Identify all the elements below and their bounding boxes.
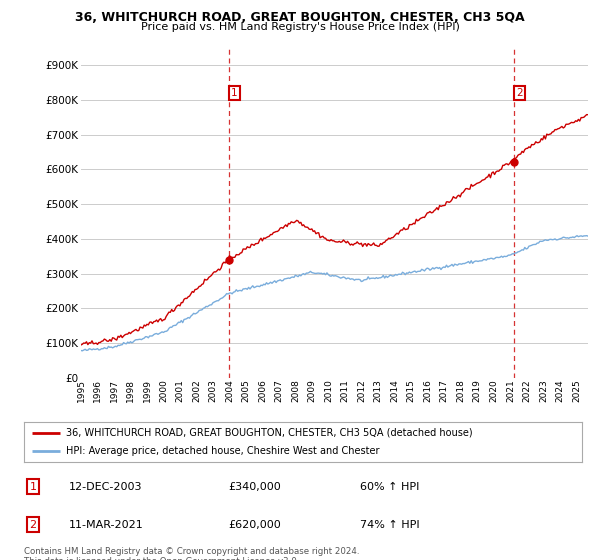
Text: 36, WHITCHURCH ROAD, GREAT BOUGHTON, CHESTER, CH3 5QA: 36, WHITCHURCH ROAD, GREAT BOUGHTON, CHE… bbox=[75, 11, 525, 24]
Text: 2: 2 bbox=[516, 88, 523, 98]
Text: £620,000: £620,000 bbox=[228, 520, 281, 530]
Text: 74% ↑ HPI: 74% ↑ HPI bbox=[360, 520, 419, 530]
Text: Contains HM Land Registry data © Crown copyright and database right 2024.
This d: Contains HM Land Registry data © Crown c… bbox=[24, 547, 359, 560]
Text: 12-DEC-2003: 12-DEC-2003 bbox=[69, 482, 143, 492]
Text: Price paid vs. HM Land Registry's House Price Index (HPI): Price paid vs. HM Land Registry's House … bbox=[140, 22, 460, 32]
Text: 36, WHITCHURCH ROAD, GREAT BOUGHTON, CHESTER, CH3 5QA (detached house): 36, WHITCHURCH ROAD, GREAT BOUGHTON, CHE… bbox=[66, 428, 472, 437]
Text: HPI: Average price, detached house, Cheshire West and Chester: HPI: Average price, detached house, Ches… bbox=[66, 446, 379, 456]
Text: 60% ↑ HPI: 60% ↑ HPI bbox=[360, 482, 419, 492]
Text: 11-MAR-2021: 11-MAR-2021 bbox=[69, 520, 144, 530]
Text: 2: 2 bbox=[29, 520, 37, 530]
Text: 1: 1 bbox=[29, 482, 37, 492]
Text: £340,000: £340,000 bbox=[228, 482, 281, 492]
Text: 1: 1 bbox=[231, 88, 238, 98]
